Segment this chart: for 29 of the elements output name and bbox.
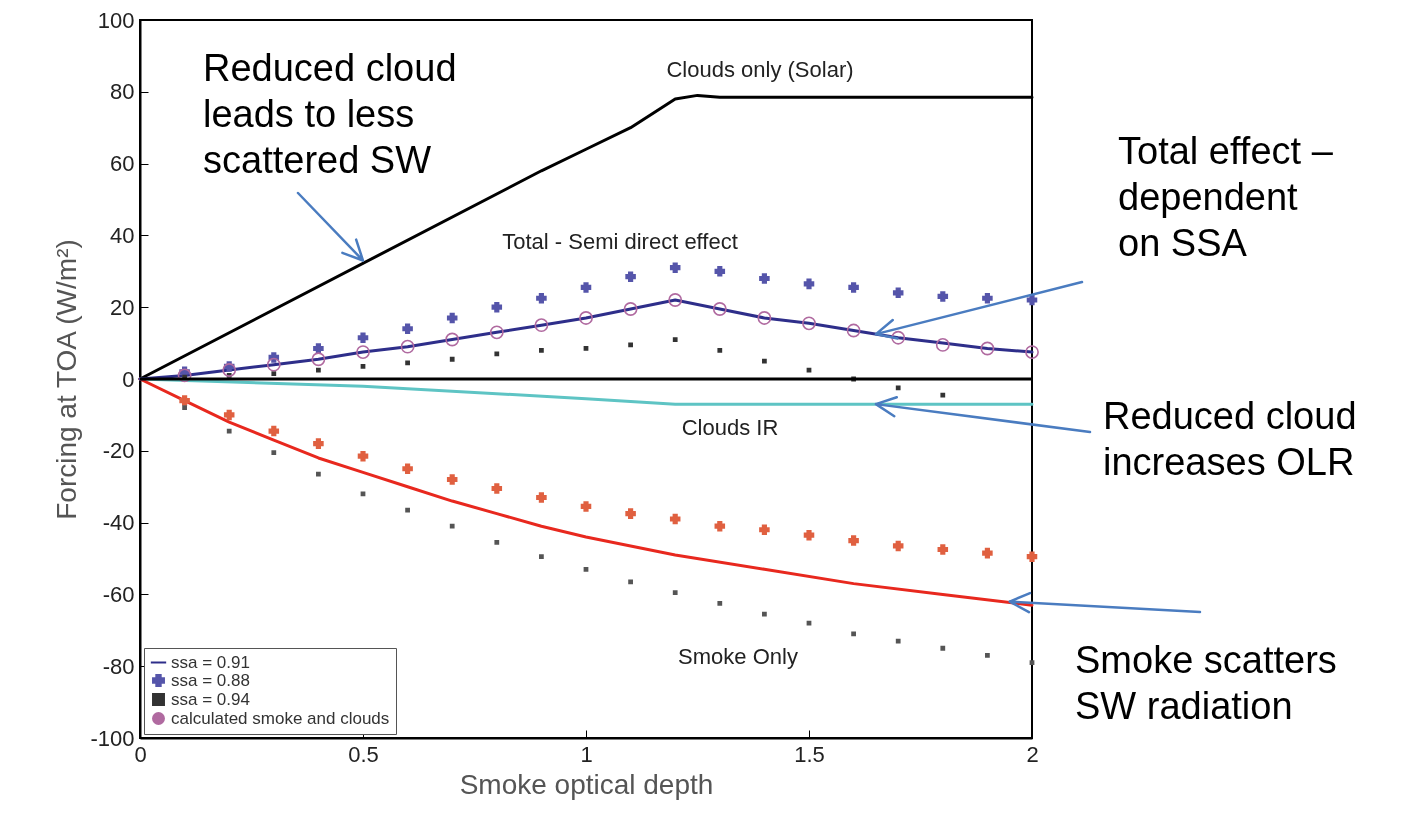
annotation: Reduced cloud leads to less scattered SW xyxy=(203,46,458,183)
annotation: Smoke scatters SW radiation xyxy=(1075,638,1338,729)
x-tick-label: 1 xyxy=(580,741,593,767)
annotation: Reduced cloud increases OLR xyxy=(1103,394,1358,485)
legend-label: ssa = 0.88 xyxy=(171,670,250,690)
y-tick-label: 80 xyxy=(110,79,135,105)
y-tick-label: -40 xyxy=(102,510,135,536)
annotation: Smoke Only xyxy=(678,644,798,670)
y-tick-label: -60 xyxy=(102,581,135,607)
x-tick-label: 0.5 xyxy=(348,741,379,767)
y-axis-title: Forcing at TOA (W/m²) xyxy=(51,239,83,520)
y-tick-label: 60 xyxy=(110,151,135,177)
y-tick-label: -20 xyxy=(102,438,135,464)
legend-label: ssa = 0.94 xyxy=(171,689,250,709)
annotation: Total - Semi direct effect xyxy=(502,229,738,255)
x-axis-title: Smoke optical depth xyxy=(459,768,714,800)
y-tick-label: 20 xyxy=(110,294,135,320)
legend-label: ssa = 0.91 xyxy=(171,652,250,672)
x-tick-label: 1.5 xyxy=(794,741,825,767)
x-tick-label: 2 xyxy=(1026,741,1039,767)
legend-label: calculated smoke and clouds xyxy=(171,708,390,728)
annotation: Clouds only (Solar) xyxy=(666,57,854,83)
y-tick-label: -100 xyxy=(90,725,135,751)
y-tick-label: 0 xyxy=(122,366,135,392)
annotation: Clouds IR xyxy=(681,415,779,441)
y-tick-label: -80 xyxy=(102,653,135,679)
y-tick-label: 40 xyxy=(110,222,135,248)
annotation: Total effect – dependent on SSA xyxy=(1118,129,1334,266)
y-tick-label: 100 xyxy=(97,7,135,33)
